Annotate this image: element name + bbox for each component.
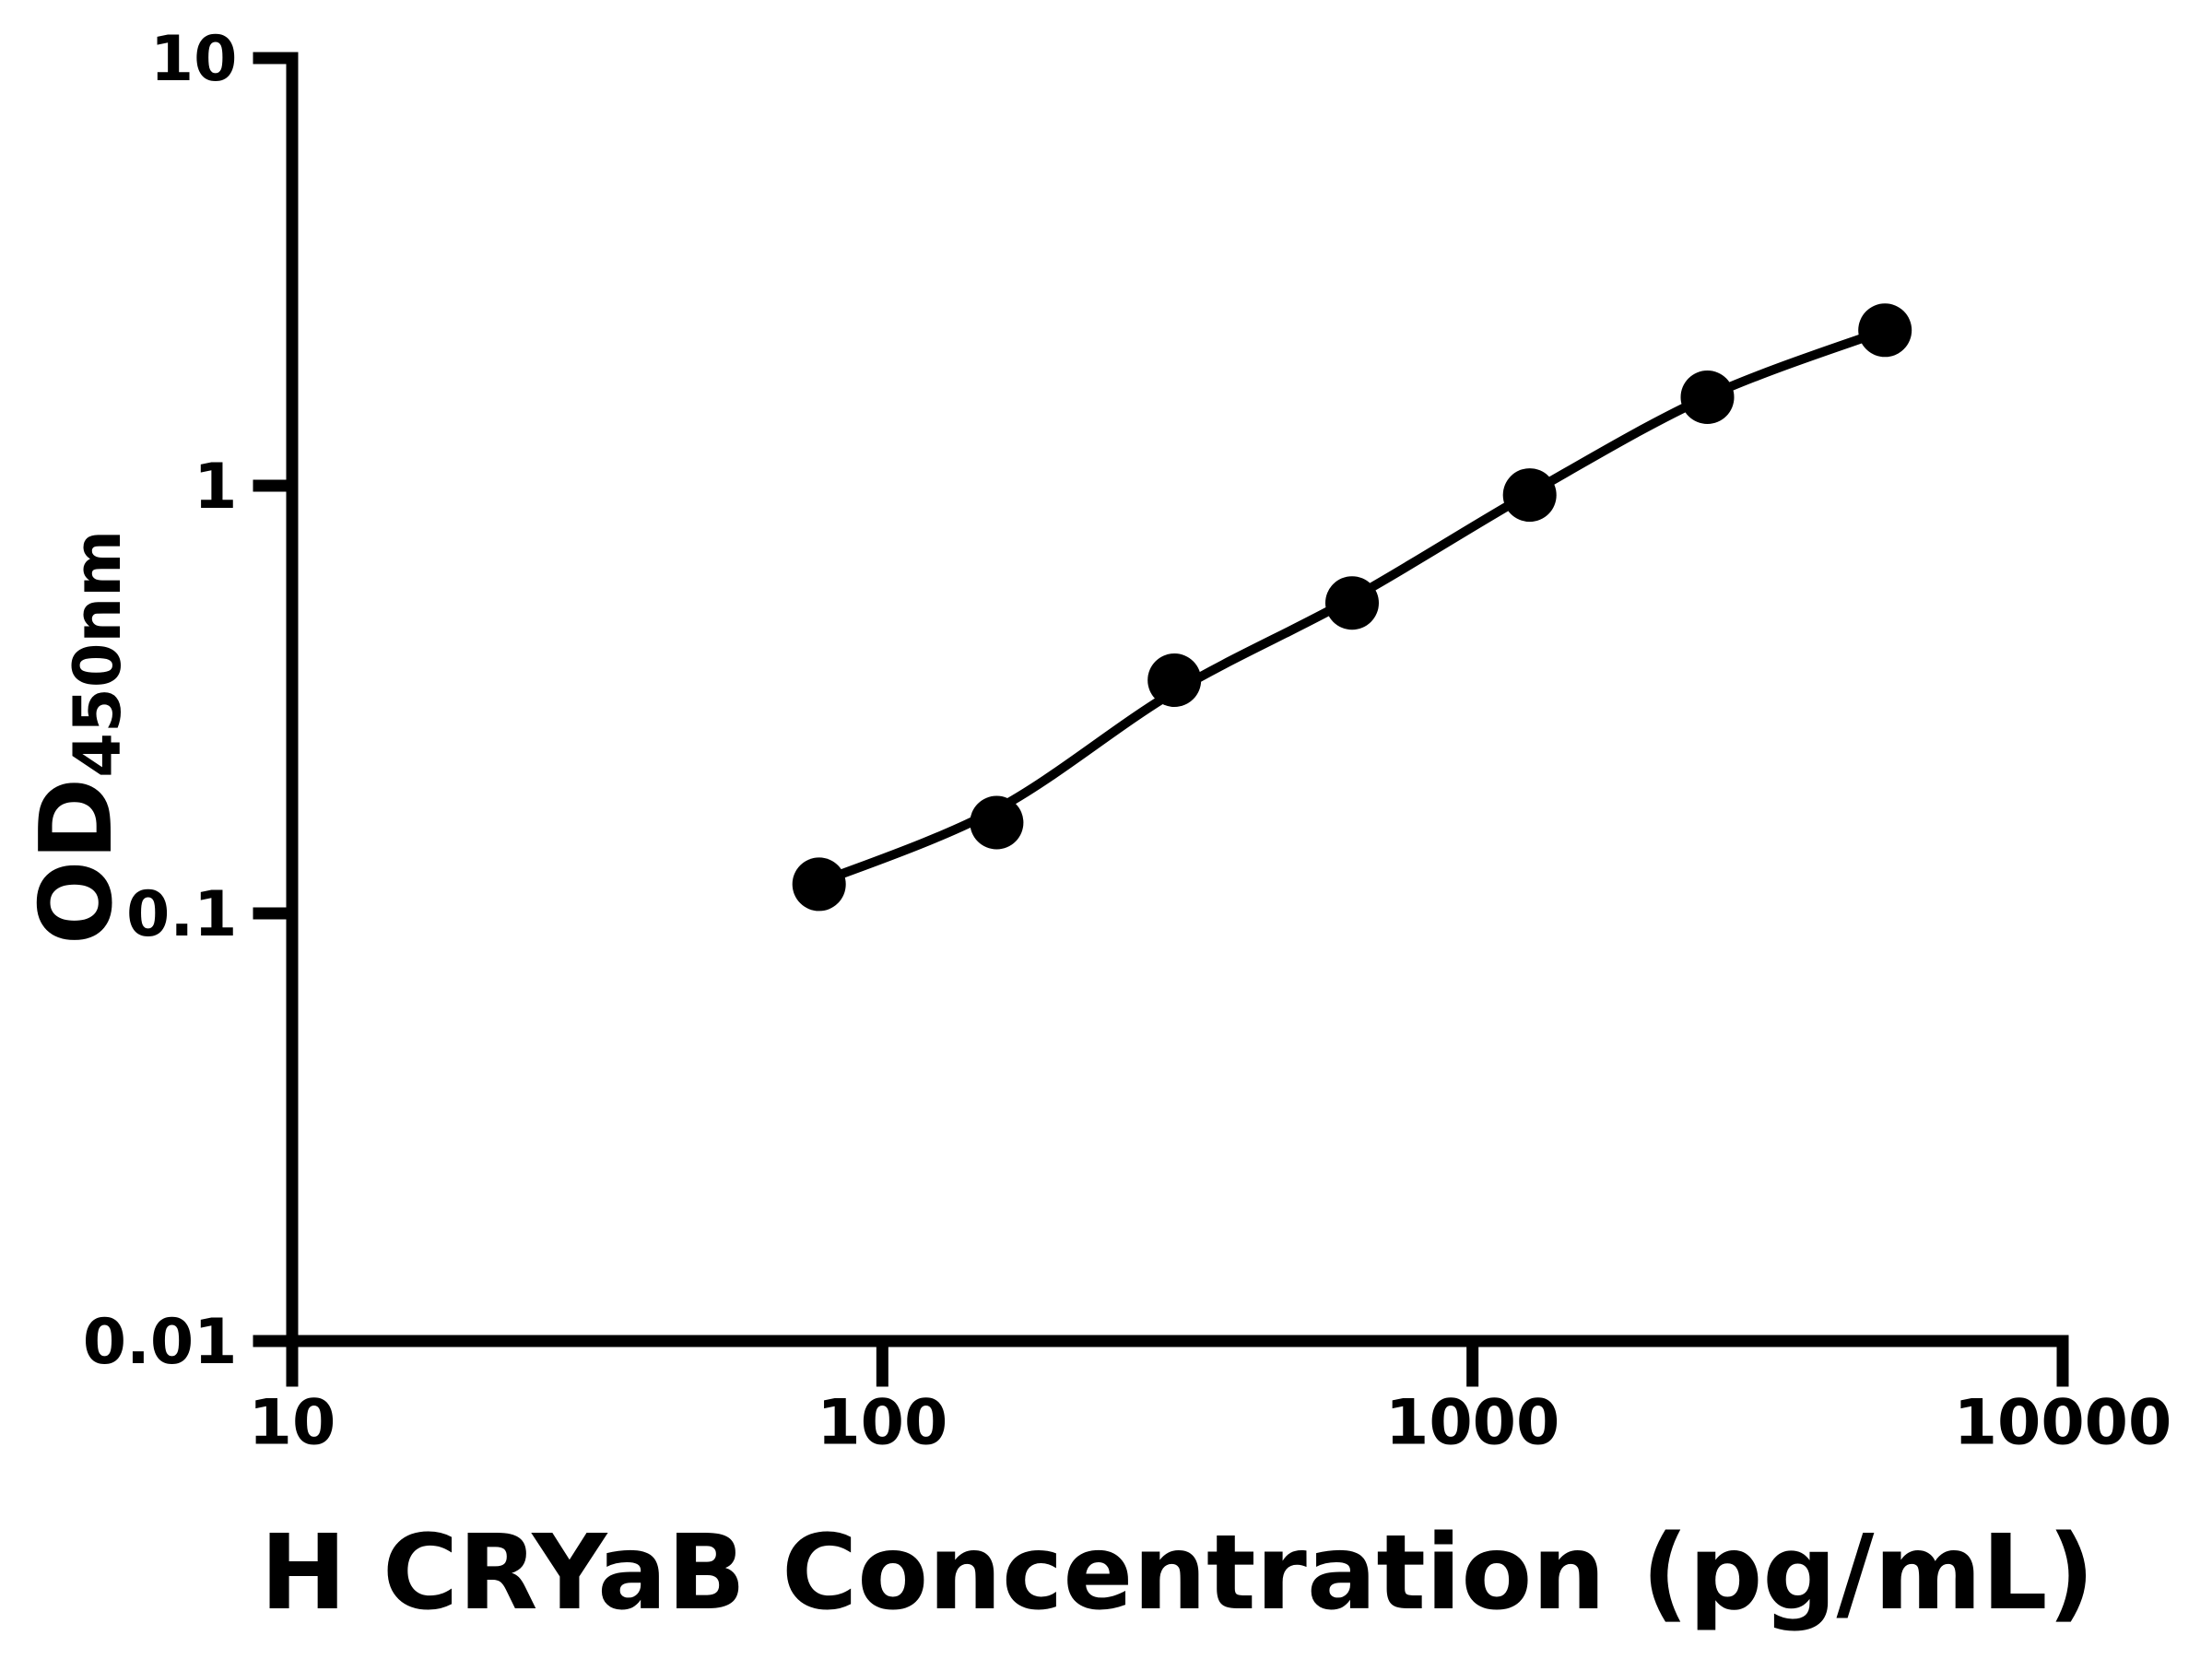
y-tick-label: 1 xyxy=(194,451,237,524)
x-axis-title: H CRYaB Concentration (pg/mL) xyxy=(260,1513,2094,1633)
y-axis xyxy=(286,52,299,1347)
x-tick xyxy=(2056,1347,2069,1387)
y-axis-title: OD450nm xyxy=(19,530,135,945)
y-axis-title-subscript: 450nm xyxy=(60,530,135,778)
x-tick-label: 10000 xyxy=(1954,1387,2172,1460)
y-tick-label: 0.01 xyxy=(83,1306,238,1379)
data-point xyxy=(1147,653,1202,707)
x-tick xyxy=(1466,1347,1479,1387)
y-tick xyxy=(253,52,287,65)
x-tick xyxy=(876,1347,888,1387)
x-tick xyxy=(286,1347,299,1387)
data-point xyxy=(792,857,846,912)
x-tick-label: 1000 xyxy=(1385,1387,1559,1460)
data-point xyxy=(970,795,1024,850)
data-point xyxy=(1502,468,1557,523)
y-axis-title-main: OD xyxy=(19,778,135,945)
y-tick xyxy=(253,479,287,492)
y-tick-label: 0.1 xyxy=(126,878,237,951)
x-tick-label: 100 xyxy=(817,1387,947,1460)
data-point xyxy=(1325,576,1379,630)
y-tick xyxy=(253,907,287,920)
y-tick-label: 10 xyxy=(150,23,238,96)
data-point xyxy=(1858,303,1912,358)
data-point xyxy=(1680,371,1735,424)
x-axis xyxy=(286,1335,2069,1347)
y-tick xyxy=(253,1335,287,1347)
x-tick-label: 10 xyxy=(249,1387,336,1460)
